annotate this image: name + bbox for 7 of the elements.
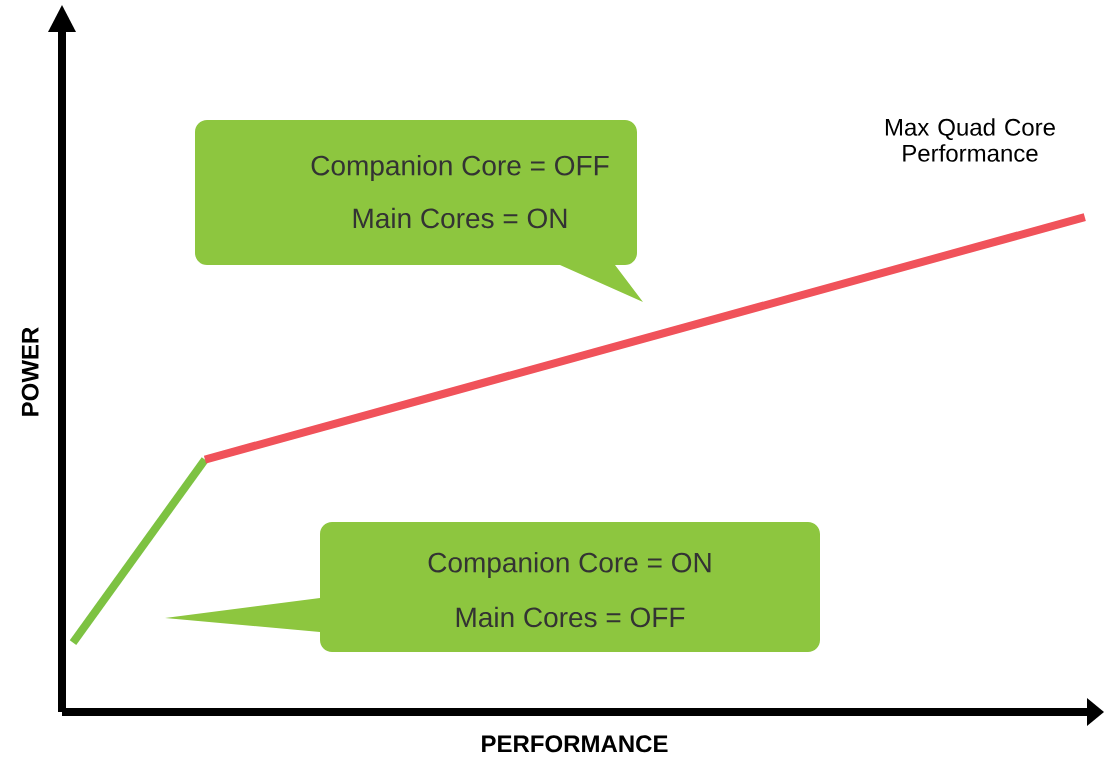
- y-axis-title: POWER: [21, 327, 39, 416]
- annotation: Companion Core = ON: [428, 551, 711, 579]
- annotation: Main Cores = OFF: [456, 606, 685, 628]
- text: Max Quad Core Performance: [885, 118, 1055, 162]
- text: Companion Core = OFF: [311, 154, 609, 182]
- annotation: Main Cores = ON: [353, 207, 567, 229]
- x-axis-title: PERFORMANCE: [482, 735, 668, 753]
